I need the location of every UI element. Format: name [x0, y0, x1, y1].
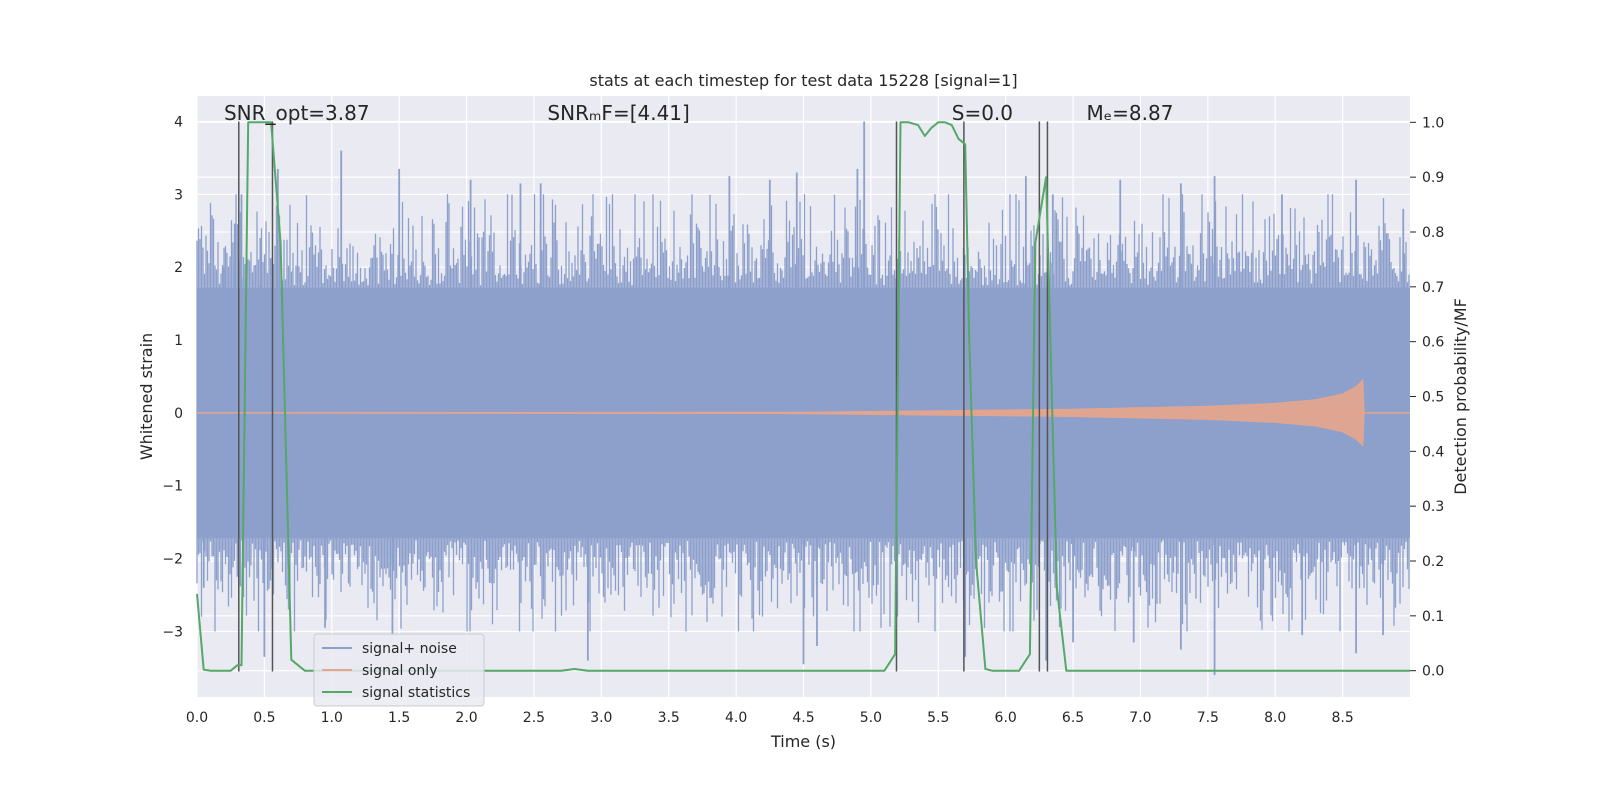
y-tick-label: −2 — [162, 552, 183, 568]
plot-content — [196, 121, 1410, 676]
x-tick-label: 0.5 — [253, 710, 275, 726]
y-axis-label-right: Detection probability/MF — [1451, 298, 1470, 495]
y-tick-label: 2 — [174, 260, 183, 276]
y-tick-label-right: 0.4 — [1422, 444, 1444, 460]
y-tick-label-right: 0.8 — [1422, 225, 1444, 241]
x-tick-label: 2.5 — [523, 710, 545, 726]
legend: signal+ noise signal only signal statistic… — [313, 633, 485, 707]
y-tick-label-right: 0.9 — [1422, 170, 1444, 186]
y-tick-label: 0 — [174, 406, 183, 422]
x-tick-label: 0.0 — [186, 710, 208, 726]
x-tick-label: 1.0 — [321, 710, 343, 726]
x-tick-label: 8.5 — [1331, 710, 1353, 726]
y-tick-label-right: 0.3 — [1422, 499, 1444, 515]
legend-box — [313, 633, 485, 707]
x-tick-label: 6.0 — [995, 710, 1017, 726]
y-tick-label-right: 0.0 — [1422, 664, 1444, 680]
y-tick-label-right: 0.7 — [1422, 280, 1444, 296]
vertical-markers — [238, 121, 1049, 672]
x-ticks: 0.0 0.5 1.0 1.5 2.0 2.5 3.0 3.5 4.0 4.5 5.0 5.5 6.0 6… — [186, 710, 1354, 726]
legend-label: signal only — [362, 663, 437, 679]
x-tick-label: 7.0 — [1129, 710, 1151, 726]
annotations: SNR_opt=3.87 SNRₘF=[4.41] S=0.0 Mₑ=8.87 — [224, 101, 1173, 125]
signal-statistics-line — [196, 121, 1410, 672]
x-tick-label: 8.0 — [1264, 710, 1286, 726]
x-tick-label: 5.0 — [860, 710, 882, 726]
annotation-text: S=0.0 — [952, 101, 1013, 125]
x-tick-label: 3.5 — [658, 710, 680, 726]
x-tick-label: 1.5 — [388, 710, 410, 726]
x-tick-label: 7.5 — [1197, 710, 1219, 726]
x-tick-label: 2.0 — [455, 710, 477, 726]
y-ticks-right: 0.0 0.1 0.2 0.3 0.4 0.5 0.6 0.7 0.8 0.9 1.0 — [1410, 115, 1444, 680]
y-tick-label: 1 — [174, 333, 183, 349]
x-tick-label: 3.0 — [590, 710, 612, 726]
y-ticks: −3 −2 −1 0 1 2 3 4 — [162, 114, 183, 640]
annotation-text: Mₑ=8.87 — [1087, 101, 1174, 125]
chart-title: stats at each timestep for test data 152… — [589, 71, 1017, 90]
y-tick-label: −3 — [162, 624, 183, 640]
x-axis-label: Time (s) — [770, 732, 836, 751]
y-axis-label: Whitened strain — [137, 333, 156, 460]
y-tick-label-right: 1.0 — [1422, 115, 1444, 131]
y-tick-label-right: 0.5 — [1422, 390, 1444, 406]
y-tick-label: −1 — [162, 479, 183, 495]
y-tick-label: 4 — [174, 114, 183, 130]
y-tick-label: 3 — [174, 187, 183, 203]
y-tick-label-right: 0.6 — [1422, 335, 1444, 351]
legend-label: signal statistics — [362, 685, 470, 701]
x-tick-label: 4.5 — [792, 710, 814, 726]
y-tick-label-right: 0.1 — [1422, 609, 1444, 625]
y-tick-label-right: 0.2 — [1422, 554, 1444, 570]
signal-only-series — [196, 378, 1410, 447]
signal-noise-trace — [196, 194, 1410, 632]
signal-statistics-series — [196, 121, 1410, 672]
annotation-text: SNRₘF=[4.41] — [547, 101, 689, 125]
x-tick-label: 6.5 — [1062, 710, 1084, 726]
x-tick-label: 4.0 — [725, 710, 747, 726]
x-tick-label: 5.5 — [927, 710, 949, 726]
annotation-text: SNR_opt=3.87 — [224, 101, 370, 125]
legend-label: signal+ noise — [362, 641, 457, 657]
